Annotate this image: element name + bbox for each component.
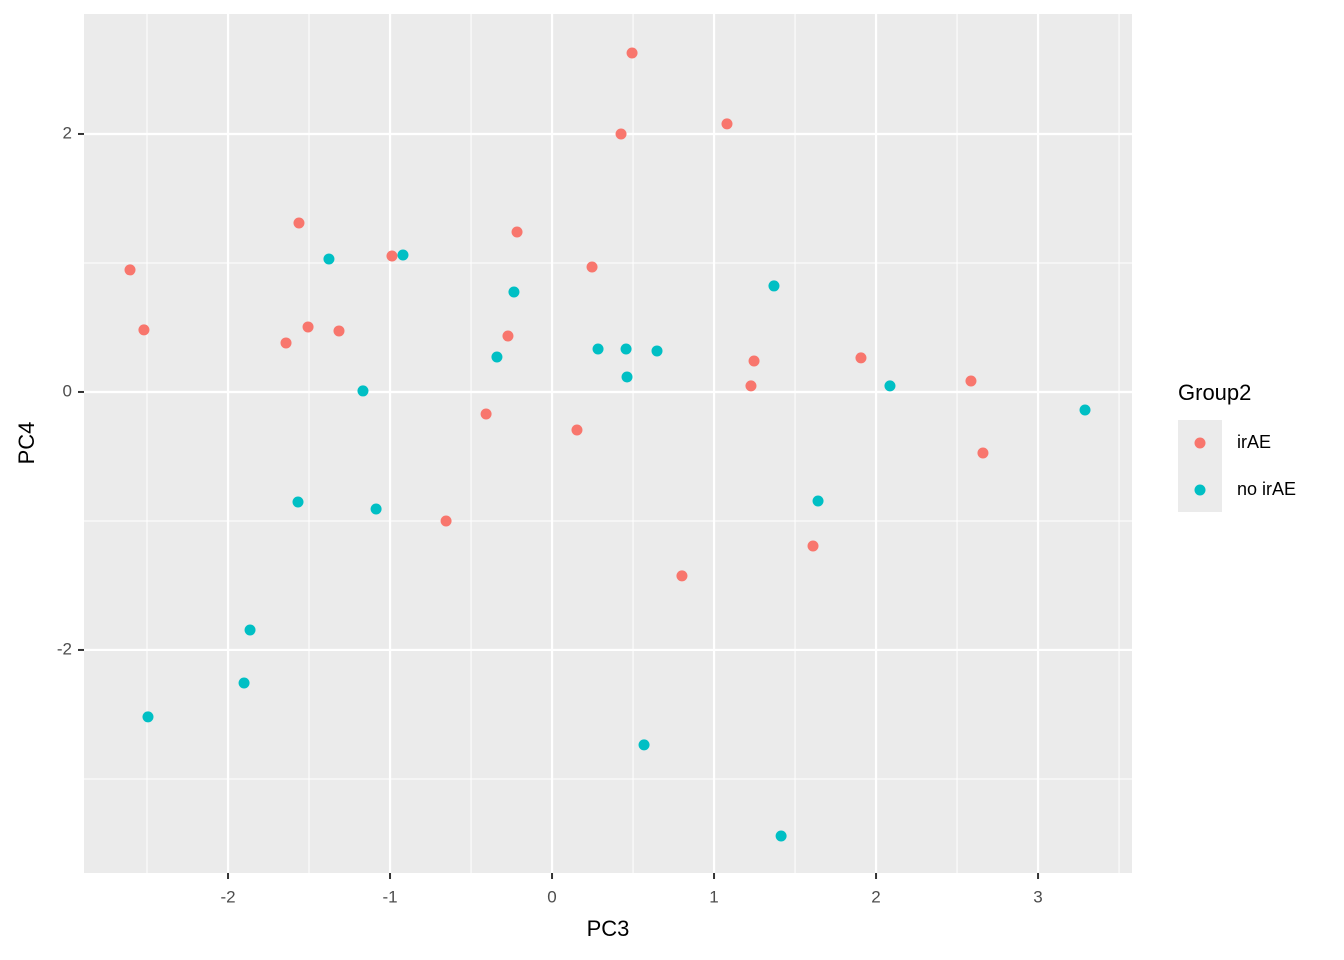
point (571, 424, 583, 436)
point (592, 343, 604, 355)
point (440, 515, 452, 527)
points (124, 47, 1091, 842)
y-axis-title: PC4 (14, 422, 39, 465)
legend-label: irAE (1237, 432, 1271, 452)
point (621, 371, 633, 383)
point (138, 324, 150, 336)
point (244, 624, 256, 636)
x-tick-label: 3 (1033, 887, 1042, 906)
point (615, 128, 627, 140)
x-tick-label: -2 (220, 887, 235, 906)
point (884, 380, 896, 392)
point (333, 325, 345, 337)
point (586, 261, 598, 273)
point (768, 280, 780, 292)
point (491, 351, 503, 363)
y-tick-label: 2 (63, 123, 72, 142)
point (620, 343, 632, 355)
point (480, 408, 492, 420)
point (280, 337, 292, 349)
point (293, 217, 305, 229)
point (508, 286, 520, 298)
point (638, 739, 650, 751)
point (676, 570, 688, 582)
y-tick-label: 0 (63, 381, 72, 400)
legend-title: Group2 (1178, 380, 1251, 405)
x-tick-label: -1 (382, 887, 397, 906)
point (807, 540, 819, 552)
point (626, 47, 638, 59)
point (511, 226, 523, 238)
panel (84, 14, 1132, 873)
point (745, 380, 757, 392)
x-axis-title: PC3 (587, 916, 630, 941)
point (502, 330, 514, 342)
point (397, 249, 409, 261)
x-tick-label: 0 (547, 887, 556, 906)
point (965, 375, 977, 387)
point (855, 352, 867, 364)
legend-key-bg (1178, 420, 1222, 512)
x-tick-label: 2 (871, 887, 880, 906)
legend: Group2 irAE no irAE (1178, 380, 1296, 512)
point (977, 447, 989, 459)
point (812, 495, 824, 507)
point (721, 118, 733, 130)
point (386, 250, 398, 262)
x-tick-label: 1 (709, 887, 718, 906)
y-tick-label: -2 (57, 639, 72, 658)
legend-key (1194, 437, 1206, 449)
point (651, 345, 663, 357)
point (124, 264, 136, 276)
point (302, 321, 314, 333)
point (748, 355, 760, 367)
point (357, 385, 369, 397)
point (775, 830, 787, 842)
point (292, 496, 304, 508)
point (370, 503, 382, 515)
grid (84, 14, 1132, 873)
point (142, 711, 154, 723)
legend-key (1194, 484, 1206, 496)
point (1079, 404, 1091, 416)
legend-label: no irAE (1237, 479, 1296, 499)
point (238, 677, 250, 689)
point (323, 253, 335, 265)
